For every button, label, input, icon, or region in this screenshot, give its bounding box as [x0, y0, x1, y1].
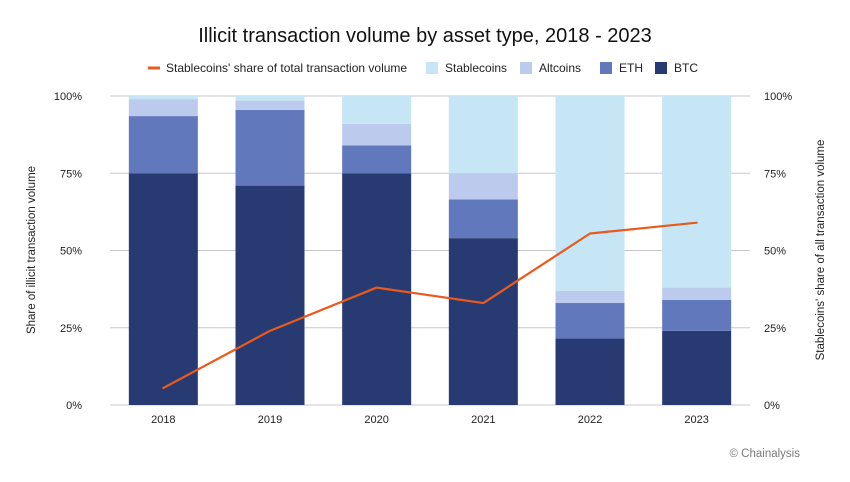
bar-stablecoins-2019 — [236, 96, 305, 101]
bar-eth-2018 — [129, 116, 198, 173]
bar-altcoins-2018 — [129, 99, 198, 116]
bar-eth-2020 — [342, 145, 411, 173]
bar-stablecoins-2018 — [129, 96, 198, 99]
left-axis-ticks: 0% 25% 50% 75% 100% — [54, 91, 82, 412]
y2-tick-label: 0% — [764, 400, 780, 412]
bar-stablecoins-2021 — [449, 96, 518, 173]
bar-stablecoins-2020 — [342, 96, 411, 124]
right-axis-ticks: 0% 25% 50% 75% 100% — [764, 91, 792, 412]
bar-btc-2023 — [662, 331, 731, 405]
y-tick-label: 50% — [60, 246, 82, 258]
y2-tick-label: 50% — [764, 246, 786, 258]
bar-eth-2019 — [236, 110, 305, 186]
chart-title: Illicit transaction volume by asset type… — [198, 25, 652, 47]
legend-swatch-altcoins — [520, 62, 532, 74]
x-tick-label: 2021 — [471, 414, 495, 426]
bar-eth-2023 — [662, 300, 731, 331]
y-tick-label: 25% — [60, 323, 82, 335]
x-axis-ticks: 2018 2019 2020 2021 2022 2023 — [151, 414, 709, 426]
gridlines — [110, 96, 750, 405]
y-tick-label: 75% — [60, 168, 82, 180]
bar-btc-2021 — [449, 238, 518, 405]
legend-label-btc: BTC — [674, 61, 698, 75]
bar-btc-2020 — [342, 173, 411, 405]
x-tick-label: 2018 — [151, 414, 175, 426]
y2-tick-label: 25% — [764, 323, 786, 335]
x-tick-label: 2019 — [258, 414, 282, 426]
y2-axis-title: Stablecoins' share of all transaction vo… — [815, 140, 827, 361]
bar-eth-2022 — [556, 303, 625, 339]
legend-label-stablecoins: Stablecoins — [445, 61, 507, 75]
x-tick-label: 2020 — [364, 414, 388, 426]
y2-tick-label: 100% — [764, 91, 792, 103]
bar-altcoins-2021 — [449, 173, 518, 199]
bar-altcoins-2023 — [662, 288, 731, 300]
bar-eth-2021 — [449, 200, 518, 239]
legend-swatch-eth — [600, 62, 612, 74]
credit-text: © Chainalysis — [730, 448, 801, 460]
legend-label-line: Stablecoins' share of total transaction … — [166, 61, 407, 75]
bar-altcoins-2022 — [556, 291, 625, 303]
bar-altcoins-2020 — [342, 124, 411, 146]
y-tick-label: 0% — [66, 400, 82, 412]
bar-stablecoins-2023 — [662, 96, 731, 288]
legend-swatch-btc — [655, 62, 667, 74]
y-axis-title: Share of illicit transaction volume — [26, 166, 38, 334]
legend-label-eth: ETH — [619, 61, 643, 75]
bar-altcoins-2019 — [236, 101, 305, 110]
legend: Stablecoins' share of total transaction … — [148, 61, 698, 75]
x-tick-label: 2023 — [684, 414, 708, 426]
bar-btc-2022 — [556, 339, 625, 405]
y-tick-label: 100% — [54, 91, 82, 103]
legend-label-altcoins: Altcoins — [539, 61, 581, 75]
bar-stablecoins-2022 — [556, 96, 625, 291]
bar-btc-2019 — [236, 186, 305, 405]
bar-btc-2018 — [129, 173, 198, 405]
legend-swatch-stablecoins — [426, 62, 438, 74]
y2-tick-label: 75% — [764, 168, 786, 180]
x-tick-label: 2022 — [578, 414, 602, 426]
